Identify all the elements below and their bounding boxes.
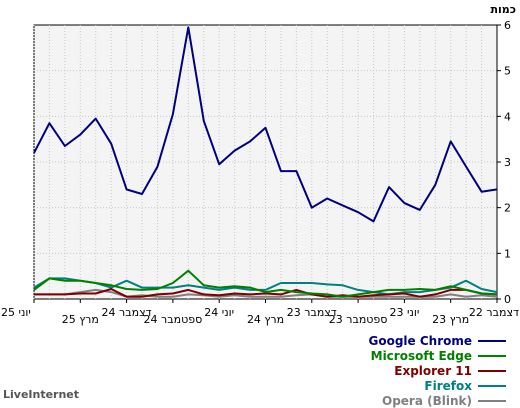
series-line (34, 288, 498, 298)
legend-item: Firefox (368, 378, 506, 393)
y-tick-label: 6 (504, 19, 511, 32)
x-tick-label: יוני 23 (389, 306, 419, 319)
legend-swatch (478, 339, 506, 342)
legend-swatch (478, 369, 506, 372)
legend-swatch (478, 399, 506, 402)
x-tick-label: דצמבר 23 (287, 306, 337, 319)
y-axis-label: כמות (491, 3, 516, 16)
legend-swatch (478, 384, 506, 387)
legend-swatch (478, 354, 506, 357)
x-tick-label: ספטמבר 24 (144, 313, 203, 326)
x-tick-label: דצמבר 22 (469, 306, 519, 319)
x-tick-label: מרץ 25 (62, 313, 99, 326)
legend-label: Opera (Blink) (382, 393, 472, 408)
legend-label: Google Chrome (368, 333, 472, 348)
y-tick-label: 2 (504, 202, 511, 215)
x-tick-label: ספטמבר 23 (329, 313, 388, 326)
y-tick-label: 0 (504, 293, 511, 306)
x-tick-label: מרץ 24 (247, 313, 284, 326)
grid (33, 25, 498, 299)
x-tick-label: דצמבר 24 (102, 306, 152, 319)
x-tick-label: מרץ 23 (432, 313, 469, 326)
y-tick-label: 3 (504, 156, 511, 169)
series-line (33, 277, 498, 296)
legend-item: Microsoft Edge (368, 348, 506, 363)
series-line (33, 26, 498, 223)
legend: Google Chrome Microsoft Edge Explorer 11 Fi… (368, 333, 506, 408)
y-tick-label: 5 (504, 65, 511, 78)
y-tick-label: 4 (504, 110, 511, 123)
series-line (33, 269, 498, 298)
legend-item: Explorer 11 (368, 363, 506, 378)
brand-label: LiveInternet (3, 388, 80, 401)
legend-item: Opera (Blink) (368, 393, 506, 408)
legend-item: Google Chrome (368, 333, 506, 348)
legend-label: Explorer 11 (394, 363, 472, 378)
x-tick-label: יוני 25 (1, 306, 31, 319)
y-tick-label: 1 (504, 247, 511, 260)
x-tick-label: יוני 24 (204, 306, 234, 319)
legend-label: Microsoft Edge (370, 348, 472, 363)
series-lines (33, 26, 498, 298)
y-axis: 0 1 2 3 4 5 6 (496, 19, 511, 306)
legend-label: Firefox (424, 378, 472, 393)
